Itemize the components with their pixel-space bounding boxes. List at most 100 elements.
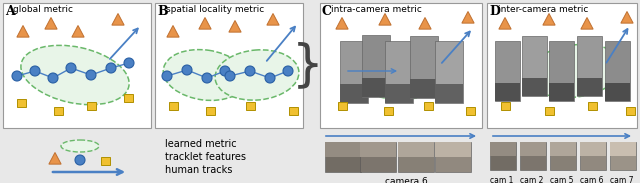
- Polygon shape: [49, 152, 61, 164]
- Ellipse shape: [163, 50, 247, 100]
- Bar: [588, 102, 596, 110]
- Bar: [625, 107, 634, 115]
- Bar: [124, 94, 132, 102]
- Text: human tracks: human tracks: [165, 165, 232, 175]
- Text: inter-camera metric: inter-camera metric: [498, 5, 588, 14]
- Ellipse shape: [21, 45, 129, 105]
- Bar: [337, 102, 346, 110]
- Bar: [17, 99, 26, 107]
- Bar: [340, 41, 368, 103]
- Bar: [385, 41, 413, 103]
- Polygon shape: [229, 20, 241, 32]
- Text: global metric: global metric: [13, 5, 73, 14]
- Circle shape: [48, 73, 58, 83]
- Polygon shape: [336, 18, 348, 29]
- Bar: [325, 142, 361, 172]
- Bar: [549, 83, 574, 101]
- Bar: [610, 142, 636, 156]
- Text: A: A: [5, 5, 15, 18]
- Text: learned metric: learned metric: [165, 139, 237, 149]
- Bar: [320, 3, 482, 128]
- Bar: [435, 142, 471, 172]
- Ellipse shape: [215, 50, 299, 100]
- Polygon shape: [462, 12, 474, 23]
- Bar: [490, 142, 516, 170]
- Bar: [465, 107, 474, 115]
- Text: B: B: [157, 5, 168, 18]
- Bar: [385, 84, 413, 103]
- Bar: [495, 41, 520, 101]
- Text: camera 6: camera 6: [385, 177, 428, 183]
- Bar: [205, 107, 214, 115]
- Text: cam 1: cam 1: [490, 176, 514, 183]
- Polygon shape: [112, 14, 124, 25]
- Circle shape: [106, 63, 116, 73]
- Circle shape: [182, 65, 192, 75]
- Bar: [3, 3, 151, 128]
- Text: tracklet features: tracklet features: [165, 152, 246, 162]
- Text: cam 2: cam 2: [520, 176, 544, 183]
- Circle shape: [124, 58, 134, 68]
- Circle shape: [265, 73, 275, 83]
- Polygon shape: [581, 18, 593, 29]
- Bar: [522, 78, 547, 96]
- Bar: [520, 142, 546, 170]
- Bar: [610, 142, 636, 170]
- Text: spatial locality metric: spatial locality metric: [166, 5, 264, 14]
- Text: D: D: [489, 5, 500, 18]
- Bar: [289, 107, 298, 115]
- Bar: [410, 79, 438, 98]
- Bar: [398, 142, 434, 172]
- Polygon shape: [45, 18, 57, 29]
- Bar: [487, 3, 637, 128]
- Polygon shape: [379, 14, 391, 25]
- Bar: [360, 142, 396, 157]
- Bar: [360, 142, 396, 172]
- Circle shape: [202, 73, 212, 83]
- Bar: [580, 142, 606, 156]
- Bar: [54, 107, 63, 115]
- Polygon shape: [72, 25, 84, 37]
- Bar: [495, 83, 520, 101]
- Bar: [550, 142, 576, 170]
- Circle shape: [220, 66, 230, 76]
- Bar: [398, 142, 434, 157]
- Text: intra-camera metric: intra-camera metric: [331, 5, 422, 14]
- Bar: [435, 41, 463, 103]
- Bar: [325, 142, 361, 157]
- Bar: [522, 36, 547, 96]
- Bar: [605, 41, 630, 101]
- Bar: [435, 142, 471, 157]
- Circle shape: [245, 66, 255, 76]
- Circle shape: [86, 70, 96, 80]
- Bar: [340, 84, 368, 103]
- Bar: [168, 102, 177, 110]
- Circle shape: [12, 71, 22, 81]
- Bar: [100, 157, 109, 165]
- Text: C: C: [322, 5, 332, 18]
- Bar: [605, 83, 630, 101]
- Text: cam 7: cam 7: [611, 176, 634, 183]
- Bar: [550, 142, 576, 156]
- Bar: [155, 3, 303, 128]
- Polygon shape: [199, 18, 211, 29]
- Circle shape: [225, 71, 235, 81]
- Bar: [362, 78, 390, 97]
- Bar: [577, 78, 602, 96]
- Text: }: }: [292, 41, 324, 89]
- Bar: [86, 102, 95, 110]
- Bar: [549, 41, 574, 101]
- Ellipse shape: [527, 44, 623, 98]
- Bar: [580, 142, 606, 170]
- Bar: [545, 107, 554, 115]
- Polygon shape: [167, 25, 179, 37]
- Bar: [383, 107, 392, 115]
- Polygon shape: [621, 12, 633, 23]
- Ellipse shape: [360, 46, 456, 100]
- Polygon shape: [419, 18, 431, 29]
- Circle shape: [283, 66, 293, 76]
- Bar: [362, 35, 390, 97]
- Polygon shape: [17, 25, 29, 37]
- Ellipse shape: [61, 140, 99, 152]
- Text: cam 5: cam 5: [550, 176, 573, 183]
